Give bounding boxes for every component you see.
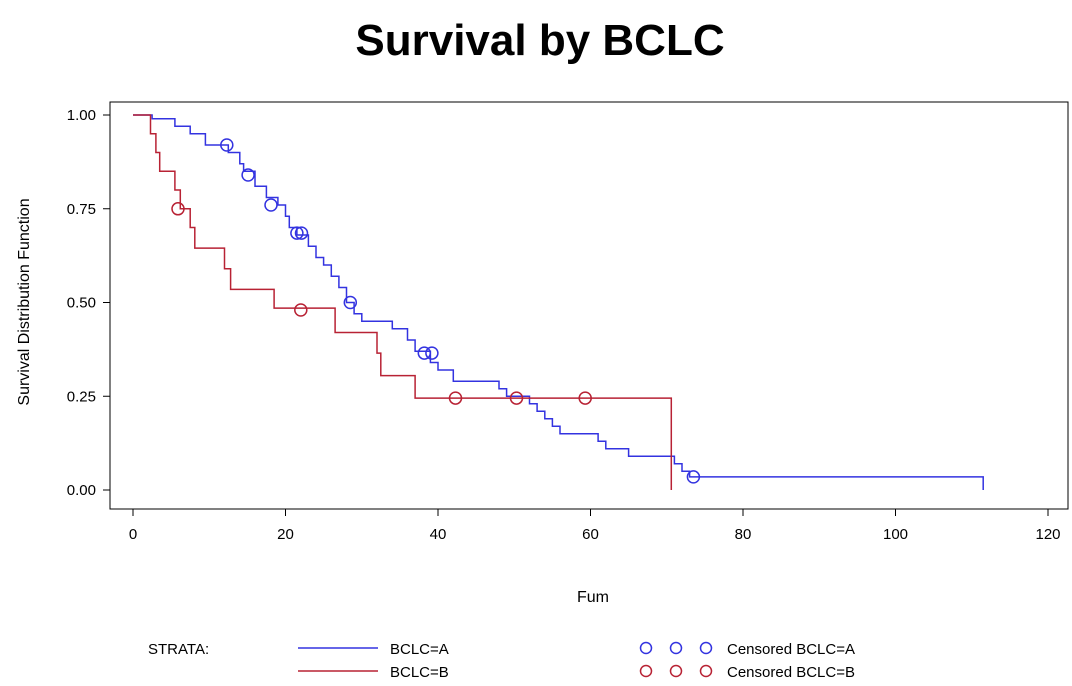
x-axis: 0 20 40 60 80 100 120 <box>129 509 1061 543</box>
series-line-1 <box>133 114 673 490</box>
plot-frame <box>109 101 1069 510</box>
censor-marker-0-0 <box>220 138 234 152</box>
y-axis-label: Survival Distribution Function <box>16 198 33 405</box>
x-tick-label-2: 40 <box>430 526 447 543</box>
censor-marker-0-4 <box>294 226 309 240</box>
censor-marker-1-4 <box>578 391 592 405</box>
y-axis: 0.00 0.25 0.50 0.75 1.00 <box>67 107 110 499</box>
legend-censor-marker-b2 <box>669 664 683 678</box>
censor-marker-1-0 <box>171 202 185 216</box>
censor-marker-1-1 <box>294 303 308 317</box>
y-tick-label-0: 0.00 <box>67 482 96 499</box>
y-tick-label-3: 0.75 <box>67 201 96 218</box>
legend-entry-b: BCLC=B <box>390 664 449 681</box>
x-axis-label: Fum <box>577 589 609 606</box>
censor-marker-0-8 <box>686 470 701 484</box>
legend-censor-marker-a1 <box>639 641 653 655</box>
legend: STRATA: BCLC=A BCLC=B Censored BCLC=A Ce… <box>148 641 855 681</box>
legend-censor-marker-a3 <box>699 641 713 655</box>
legend-censor-marker-a2 <box>669 641 683 655</box>
x-tick-label-6: 120 <box>1035 526 1060 543</box>
x-tick-label-4: 80 <box>735 526 752 543</box>
censor-marker-1-2 <box>448 391 463 405</box>
legend-censor-marker-b1 <box>639 664 653 678</box>
legend-entry-a: BCLC=A <box>390 641 449 658</box>
y-tick-label-2: 0.50 <box>67 295 96 312</box>
x-tick-label-3: 60 <box>582 526 599 543</box>
y-tick-label-4: 1.00 <box>67 107 96 124</box>
censor-marker-1-3 <box>509 391 524 405</box>
censor-marker-0-2 <box>264 198 278 212</box>
censor-marker-0-7 <box>425 346 439 360</box>
censor-marker-0-6 <box>417 346 432 360</box>
series-line-0 <box>133 114 984 490</box>
legend-censor-marker-b3 <box>699 664 713 678</box>
censor-marker-0-1 <box>241 168 255 182</box>
y-tick-label-1: 0.25 <box>67 388 96 405</box>
legend-censored-b: Censored BCLC=B <box>727 664 855 681</box>
censor-marker-0-5 <box>343 295 358 310</box>
x-tick-label-1: 20 <box>277 526 294 543</box>
legend-strata-label: STRATA: <box>148 641 209 658</box>
chart-title: Survival by BCLC <box>355 16 724 65</box>
series-layer <box>133 114 984 490</box>
x-tick-label-5: 100 <box>883 526 908 543</box>
censor-marker-0-3 <box>290 226 304 240</box>
legend-censored-a: Censored BCLC=A <box>727 641 855 658</box>
x-tick-label-0: 0 <box>129 526 137 543</box>
censor-layer <box>171 138 701 484</box>
